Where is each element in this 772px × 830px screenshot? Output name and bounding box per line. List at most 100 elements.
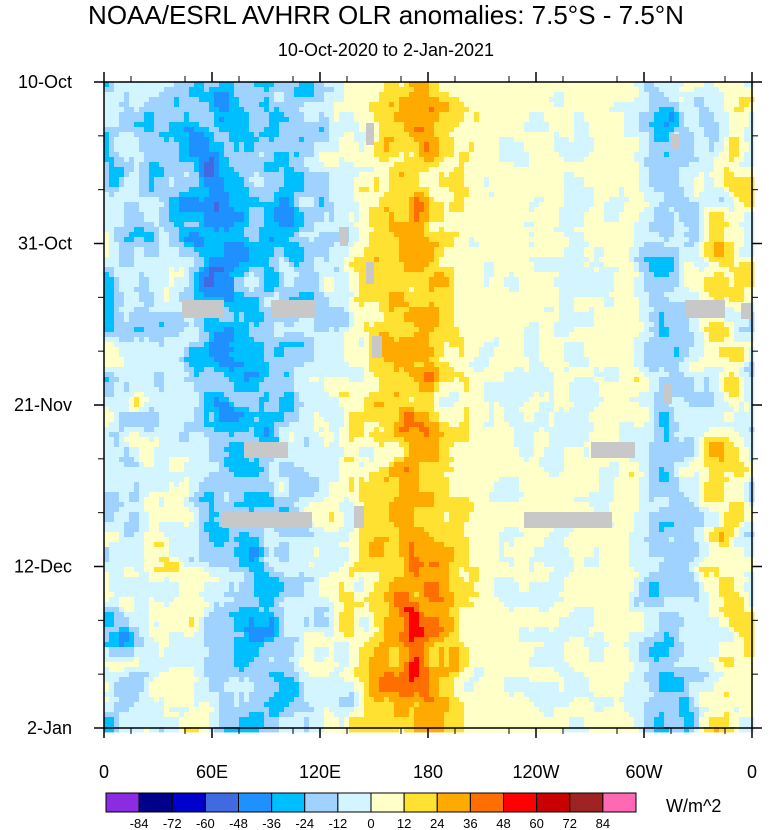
field-cell: [234, 227, 240, 233]
field-cell: [644, 137, 650, 143]
field-cell: [354, 237, 360, 243]
field-cell: [124, 257, 130, 263]
field-cell: [299, 222, 305, 228]
field-cell: [234, 142, 240, 148]
field-cell: [744, 157, 750, 163]
field-cell: [589, 112, 595, 118]
field-cell: [519, 222, 525, 228]
field-cell: [329, 132, 335, 138]
field-cell: [729, 242, 735, 248]
field-cell: [574, 252, 580, 258]
field-cell: [324, 107, 330, 113]
field-cell: [164, 212, 170, 218]
field-cell: [344, 107, 350, 113]
field-cell: [354, 167, 360, 173]
field-cell: [269, 237, 275, 243]
field-cell: [149, 267, 155, 273]
field-cell: [124, 267, 130, 273]
field-cell: [294, 87, 300, 93]
field-cell: [574, 112, 580, 118]
field-cell: [659, 112, 665, 118]
field-cell: [369, 152, 375, 158]
field-cell: [584, 142, 590, 148]
field-cell: [199, 197, 205, 203]
field-cell: [174, 122, 180, 128]
field-cell: [364, 117, 370, 123]
field-cell: [379, 232, 385, 238]
field-cell: [314, 197, 320, 203]
field-cell: [714, 207, 720, 213]
field-cell: [529, 252, 535, 258]
field-cell: [314, 237, 320, 243]
field-cell: [319, 202, 325, 208]
field-cell: [119, 247, 125, 253]
field-cell: [459, 212, 465, 218]
field-cell: [494, 257, 500, 263]
field-cell: [164, 167, 170, 173]
field-cell: [479, 182, 485, 188]
field-cell: [164, 162, 170, 168]
field-cell: [554, 172, 560, 178]
field-cell: [309, 202, 315, 208]
field-cell: [104, 262, 110, 268]
field-cell: [499, 202, 505, 208]
field-cell: [569, 97, 575, 103]
field-cell: [479, 162, 485, 168]
field-cell: [614, 247, 620, 253]
field-cell: [234, 152, 240, 158]
field-cell: [199, 117, 205, 123]
field-cell: [259, 252, 265, 258]
field-cell: [479, 132, 485, 138]
field-cell: [424, 202, 430, 208]
field-cell: [334, 87, 340, 93]
field-cell: [269, 267, 275, 273]
field-cell: [664, 252, 670, 258]
field-cell: [469, 127, 475, 133]
field-cell: [519, 247, 525, 253]
field-cell: [729, 187, 735, 193]
field-cell: [164, 112, 170, 118]
field-cell: [134, 182, 140, 188]
field-cell: [154, 132, 160, 138]
field-cell: [269, 222, 275, 228]
field-cell: [154, 127, 160, 133]
field-cell: [119, 222, 125, 228]
field-cell: [614, 262, 620, 268]
field-cell: [154, 212, 160, 218]
field-cell: [459, 162, 465, 168]
field-cell: [619, 152, 625, 158]
field-cell: [654, 192, 660, 198]
field-cell: [709, 247, 715, 253]
field-cell: [524, 112, 530, 118]
field-cell: [204, 82, 210, 88]
field-cell: [579, 132, 585, 138]
field-cell: [639, 252, 645, 258]
field-cell: [564, 177, 570, 183]
field-cell: [149, 227, 155, 233]
field-cell: [589, 172, 595, 178]
field-cell: [219, 82, 225, 88]
field-cell: [174, 182, 180, 188]
field-cell: [469, 267, 475, 273]
field-cell: [284, 222, 290, 228]
field-cell: [214, 207, 220, 213]
field-cell: [249, 172, 255, 178]
field-cell: [234, 272, 240, 278]
field-cell: [549, 227, 555, 233]
field-cell: [224, 122, 230, 128]
field-cell: [474, 202, 480, 208]
field-cell: [634, 112, 640, 118]
field-cell: [134, 262, 140, 268]
field-cell: [244, 182, 250, 188]
field-cell: [129, 207, 135, 213]
field-cell: [634, 107, 640, 113]
field-cell: [724, 167, 730, 173]
field-cell: [524, 237, 530, 243]
field-cell: [629, 107, 635, 113]
field-cell: [394, 112, 400, 118]
field-cell: [244, 117, 250, 123]
field-cell: [174, 192, 180, 198]
field-cell: [424, 222, 430, 228]
field-cell: [279, 142, 285, 148]
field-cell: [394, 142, 400, 148]
